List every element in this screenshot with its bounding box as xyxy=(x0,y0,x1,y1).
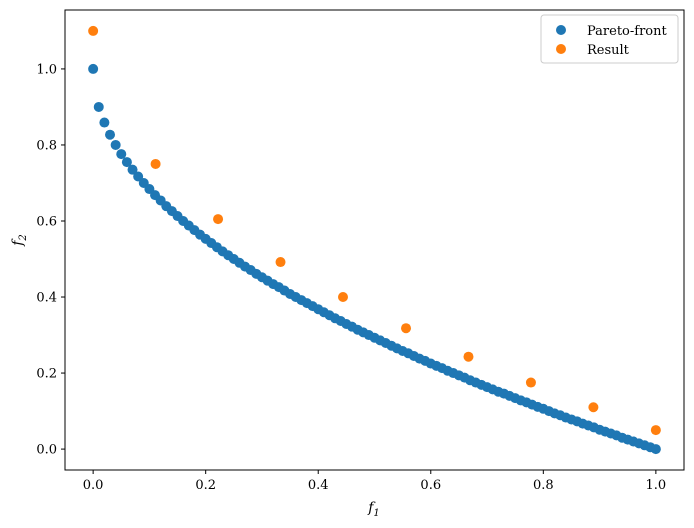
y-tick-label: 0.0 xyxy=(36,443,57,458)
legend-marker-pareto-front xyxy=(556,25,566,35)
x-tick-label: 0.4 xyxy=(308,478,329,493)
x-tick-label: 0.8 xyxy=(533,478,554,493)
result-point xyxy=(463,351,474,362)
pareto-front-point xyxy=(88,63,99,74)
y-tick-label: 0.2 xyxy=(36,367,57,382)
result-point xyxy=(650,425,661,436)
result-point xyxy=(275,257,286,268)
x-tick-label: 0.6 xyxy=(420,478,441,493)
pareto-front-point xyxy=(93,101,104,112)
legend-label-result: Result xyxy=(587,43,630,58)
result-point xyxy=(150,158,161,169)
y-axis-title: f2 xyxy=(10,234,29,247)
pareto-front-point xyxy=(110,139,121,150)
result-point xyxy=(401,323,412,334)
result-point xyxy=(337,292,348,303)
points-layer xyxy=(88,25,661,455)
y-tick-label: 0.8 xyxy=(36,138,57,153)
result-point xyxy=(213,214,224,225)
pareto-front-point xyxy=(133,171,144,182)
legend: Pareto-front Result xyxy=(540,14,679,64)
pareto-front-point xyxy=(105,129,116,140)
result-point xyxy=(88,25,99,36)
x-tick-label: 0.2 xyxy=(195,478,216,493)
pareto-front-point xyxy=(650,444,661,455)
result-point xyxy=(588,402,599,413)
legend-box xyxy=(540,14,679,64)
x-tick-label: 0.0 xyxy=(83,478,104,493)
ticks-layer: 0.0 0.2 0.4 0.6 0.8 1.0 0.0 0.2 0.4 0.6 0.8 1.0 xyxy=(36,62,666,493)
pareto-front-point xyxy=(99,117,110,128)
plot-frame xyxy=(64,9,685,471)
y-tick-label: 1.0 xyxy=(36,62,57,77)
pareto-front-point xyxy=(127,164,138,175)
pareto-front-point xyxy=(116,149,127,160)
y-tick-label: 0.4 xyxy=(36,291,57,306)
legend-marker-result xyxy=(556,44,566,54)
x-axis-title: f1 xyxy=(367,500,380,519)
pareto-front-point xyxy=(121,157,132,168)
result-point xyxy=(525,377,536,388)
legend-label-pareto-front: Pareto-front xyxy=(587,24,667,39)
y-tick-label: 0.6 xyxy=(36,214,57,229)
x-tick-label: 1.0 xyxy=(646,478,667,493)
